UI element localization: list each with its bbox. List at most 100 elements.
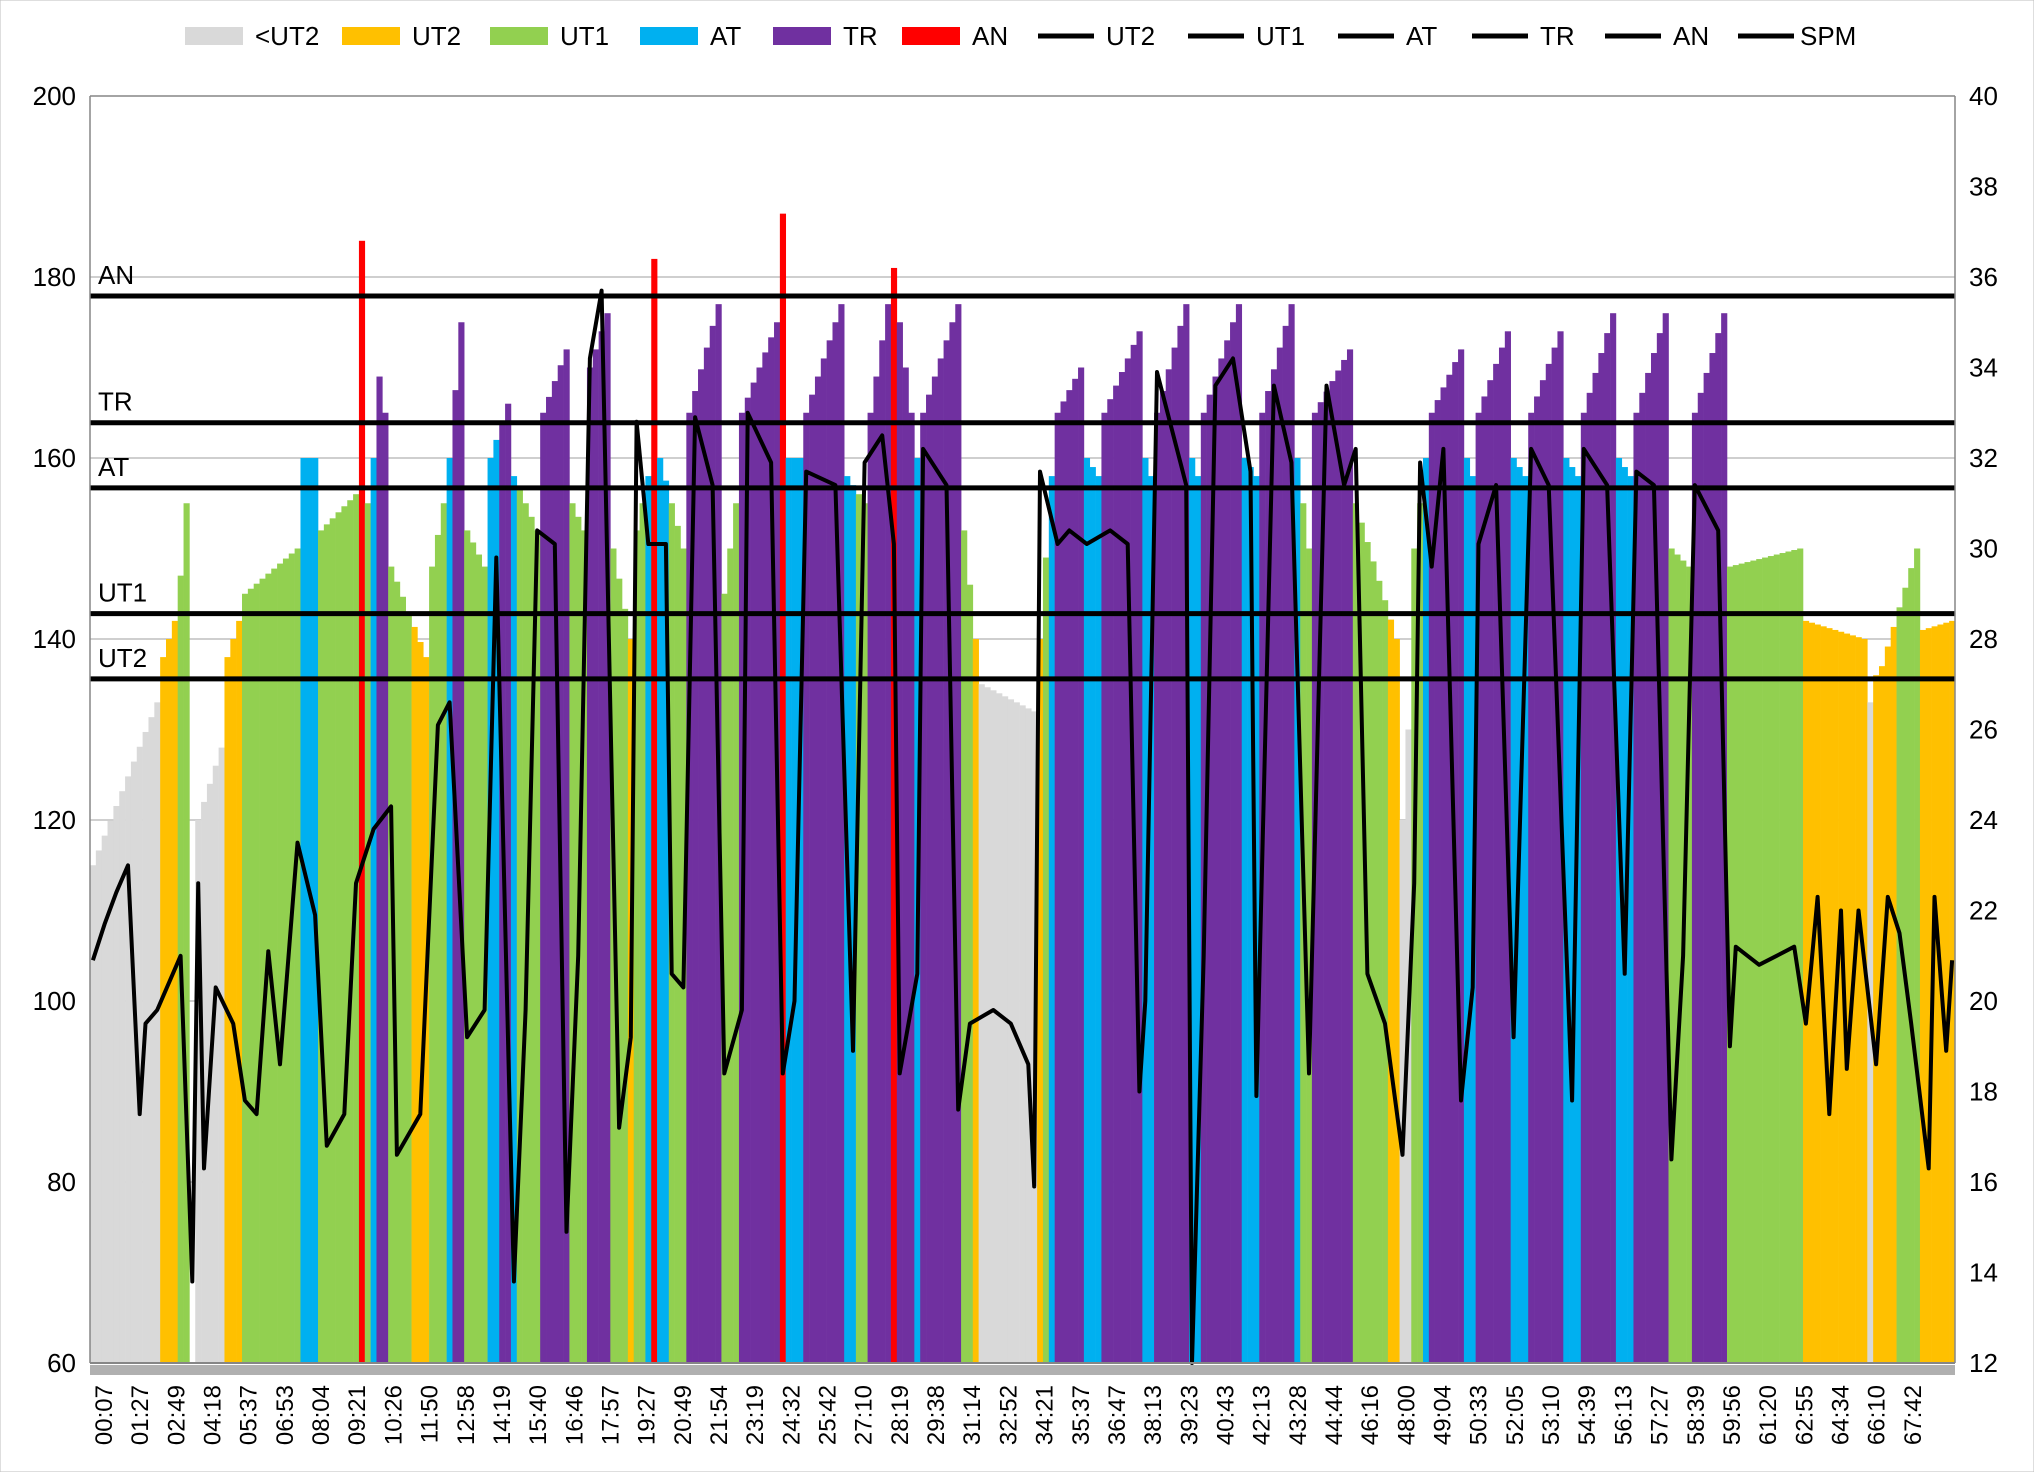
hr-bar-at: [1247, 467, 1254, 1363]
spm-line: [90, 288, 1955, 1365]
hr-bar-at: [662, 480, 670, 1363]
hr-bar-tr: [1580, 412, 1587, 1363]
hr-bar-tr: [698, 369, 705, 1363]
x-tick-label: 50:33: [1466, 1385, 1493, 1445]
hr-bar-ut2: [1925, 628, 1932, 1363]
x-tick-label: 11:50: [417, 1385, 444, 1443]
hr-bar-at: [493, 439, 500, 1363]
hr-bar-below-ut2: [119, 791, 126, 1363]
hr-bar-ut1: [434, 534, 442, 1363]
legend-label: AN: [972, 21, 1008, 51]
hr-bar-ut1: [347, 500, 354, 1363]
hr-bar-ut1: [405, 611, 412, 1363]
y-right-tick-label: 28: [1969, 624, 1998, 654]
hr-bar-tr: [873, 376, 880, 1363]
hr-bar-at: [1522, 476, 1529, 1364]
hr-bar-ut1: [470, 542, 477, 1363]
hr-bar-ut2: [166, 639, 173, 1363]
x-tick-label: 04:18: [200, 1385, 227, 1445]
hr-bar-ut1: [399, 596, 407, 1363]
x-tick-label: 34:21: [1032, 1385, 1059, 1445]
y-right-tick-label: 32: [1969, 443, 1998, 473]
hr-bar-at: [1241, 458, 1248, 1363]
hr-bar-tr: [1481, 396, 1488, 1364]
y-right-tick-label: 40: [1969, 81, 1998, 111]
hr-bar-ut1: [1370, 561, 1377, 1363]
hr-bar-ut1: [1785, 551, 1792, 1363]
hr-bar-at: [510, 476, 518, 1364]
legend-swatch: [902, 27, 960, 45]
hr-bar-ut1: [674, 525, 681, 1363]
hr-bar-ut1: [1773, 554, 1780, 1363]
hr-bar-tr: [926, 394, 933, 1363]
hr-bar-ut1: [440, 503, 447, 1363]
hr-bar-below-ut2: [130, 761, 138, 1363]
hr-bar-below-ut2: [1025, 708, 1032, 1363]
hr-bar-ut1: [1042, 557, 1050, 1363]
hr-bar-tr: [943, 340, 950, 1364]
hr-bar-tr: [1288, 304, 1295, 1363]
hr-bar-tr: [937, 358, 944, 1363]
hr-bar-tr: [551, 381, 559, 1363]
hr-bar-tr: [1592, 372, 1599, 1363]
y-right-tick-label: 22: [1969, 896, 1998, 926]
x-tick-label: 52:05: [1502, 1385, 1529, 1445]
hr-bar-an: [890, 267, 898, 1364]
hr-bar-ut1: [581, 530, 588, 1363]
hr-bar-tr: [885, 304, 892, 1363]
y-right-tick-label: 18: [1969, 1077, 1998, 1107]
hr-bar-ut1: [288, 553, 295, 1363]
y-left-tick-label: 180: [33, 262, 76, 292]
x-tick-label: 46:16: [1357, 1385, 1384, 1445]
hr-bar-tr: [1276, 347, 1283, 1364]
hr-bar-ut2: [972, 639, 979, 1363]
x-tick-label: 19:27: [634, 1385, 661, 1445]
hr-bar-tr: [814, 376, 822, 1363]
x-tick-label: 40:43: [1212, 1385, 1239, 1445]
hr-bar-tr: [598, 331, 605, 1363]
x-tick-label: 17:57: [597, 1385, 624, 1445]
hr-bar-ut1: [528, 516, 535, 1363]
hr-bar-ut2: [1943, 622, 1950, 1363]
hr-bar-ut1: [388, 566, 395, 1363]
hr-bar-below-ut2: [978, 684, 985, 1363]
hr-bar-ut2: [1861, 639, 1868, 1363]
hr-bar-ut1: [247, 588, 254, 1363]
x-tick-label: 05:37: [236, 1385, 263, 1445]
hr-bar-at: [1574, 476, 1582, 1364]
hr-bar-ut1: [1914, 548, 1921, 1363]
legend-swatch: [773, 27, 831, 45]
hr-bar-tr: [1072, 378, 1079, 1363]
hr-bar-below-ut2: [1002, 696, 1009, 1363]
x-tick-label: 43:28: [1285, 1385, 1312, 1445]
hr-bar-ut1: [259, 578, 266, 1363]
hr-bar-tr: [1066, 390, 1073, 1363]
hr-bar-ut1: [1376, 580, 1383, 1363]
hr-bar-below-ut2: [90, 865, 97, 1363]
hr-bar-tr: [382, 412, 389, 1363]
hr-bar-at: [1422, 458, 1430, 1363]
hr-bar-tr: [1265, 391, 1272, 1363]
x-tick-label: 67:42: [1900, 1385, 1927, 1445]
hr-bar-tr: [908, 412, 915, 1363]
x-tick-label: 59:56: [1719, 1385, 1746, 1445]
x-tick-label: 02:49: [163, 1385, 190, 1445]
hr-bar-tr: [931, 376, 939, 1363]
y-left-tick-label: 160: [33, 443, 76, 473]
hr-bar-below-ut2: [218, 747, 225, 1363]
hr-bar-tr: [1113, 385, 1120, 1364]
hr-bar-tr: [686, 412, 693, 1363]
hr-bar-at: [645, 476, 652, 1364]
x-tick-label: 29:38: [923, 1385, 950, 1445]
hr-bar-tr: [1206, 394, 1213, 1363]
hr-bar-ut1: [622, 608, 629, 1363]
hr-bar-below-ut2: [1399, 820, 1406, 1363]
hr-bar-ut1: [1411, 548, 1418, 1363]
legend-swatch: [640, 27, 698, 45]
hr-bar-ut1: [1779, 553, 1786, 1363]
x-axis-tick-strip: [90, 1365, 1955, 1375]
hr-bar-tr: [826, 340, 833, 1364]
x-tick-label: 01:27: [127, 1385, 154, 1445]
hr-bar-at: [1463, 458, 1471, 1363]
